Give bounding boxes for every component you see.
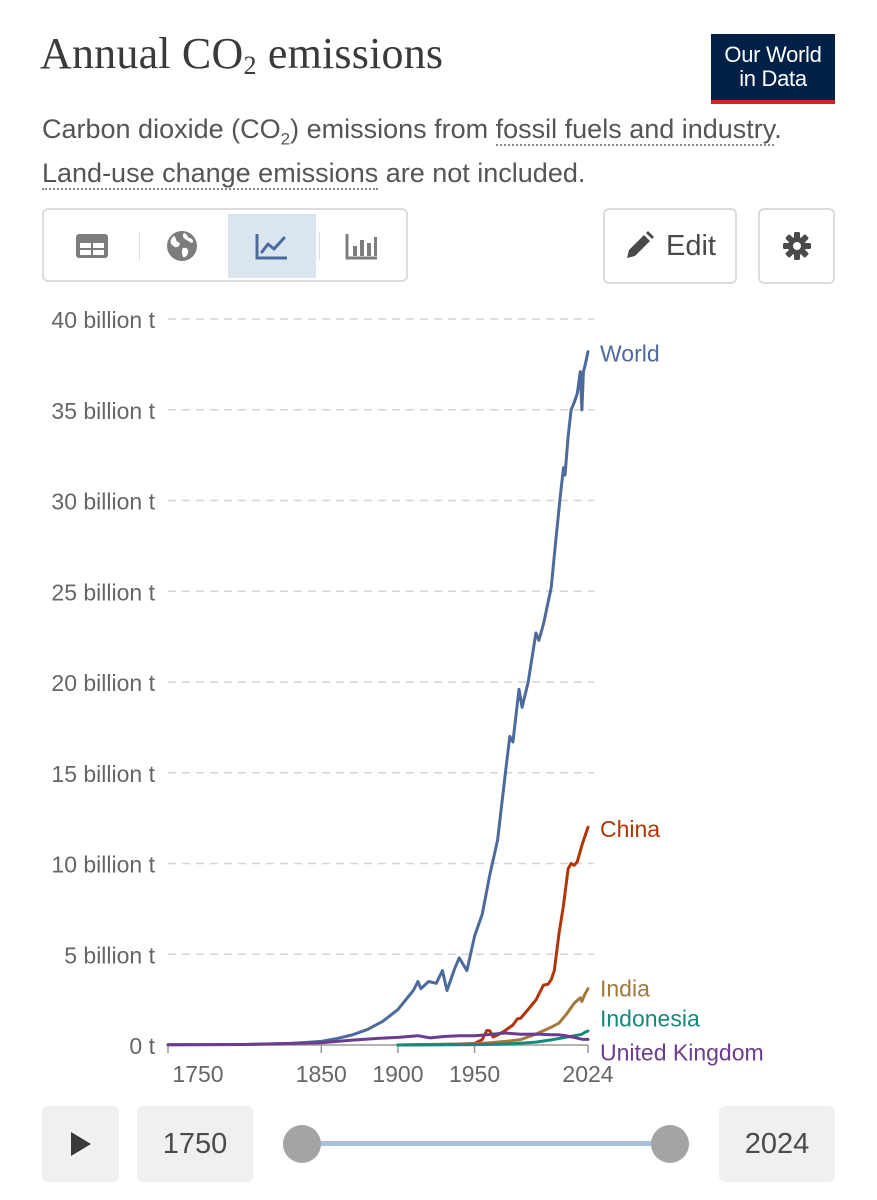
- y-tick-label: 25 billion t: [51, 579, 155, 605]
- series-line-china: [396, 825, 590, 1047]
- y-tick-label: 20 billion t: [51, 670, 155, 696]
- series-label-world: World: [600, 341, 660, 367]
- series-label-china: China: [600, 816, 660, 842]
- y-tick-label: 35 billion t: [51, 398, 155, 424]
- line-chart-icon: [255, 234, 287, 260]
- timeline: 1750 2024: [0, 1106, 877, 1182]
- timeline-track[interactable]: [302, 1141, 670, 1146]
- y-tick-label: 40 billion t: [51, 307, 155, 333]
- y-tick-label: 0 t: [129, 1033, 155, 1059]
- table-view-button[interactable]: [48, 214, 136, 278]
- series-line-united-kingdom: [166, 1031, 590, 1047]
- series-line-world: [166, 350, 590, 1047]
- chart-title: Annual CO2 emissions: [40, 29, 444, 80]
- table-icon: [76, 234, 108, 258]
- edit-label: Edit: [666, 229, 716, 262]
- start-year-handle[interactable]: [283, 1125, 321, 1163]
- edit-button[interactable]: Edit: [603, 208, 737, 284]
- chart-subtitle: Carbon dioxide (CO2) emissions from foss…: [42, 114, 782, 191]
- series-label-india: India: [600, 976, 650, 1002]
- x-tick-label: 2024: [562, 1061, 613, 1087]
- map-view-button[interactable]: [138, 214, 226, 278]
- series-label-united-kingdom: United Kingdom: [600, 1040, 764, 1066]
- y-tick-label: 10 billion t: [51, 852, 155, 878]
- series-label-indonesia: Indonesia: [600, 1006, 700, 1032]
- view-separator: [319, 232, 320, 260]
- line-chart-view-button[interactable]: [228, 214, 316, 278]
- end-year-handle[interactable]: [651, 1125, 689, 1163]
- series-line-india: [396, 987, 590, 1047]
- fossil-fuels-link[interactable]: fossil fuels and industry: [495, 114, 775, 146]
- play-button[interactable]: [42, 1106, 119, 1182]
- x-tick-label: 1750: [172, 1061, 223, 1087]
- owid-logo[interactable]: Our World in Data: [711, 34, 835, 104]
- gear-icon: [782, 232, 811, 260]
- logo-line-1: Our World: [724, 42, 822, 67]
- logo-line-2: in Data: [739, 66, 807, 91]
- bar-chart-view-button[interactable]: [318, 214, 406, 278]
- x-tick-label: 1950: [449, 1061, 500, 1087]
- line-chart: 0 t 5 billion t 10 billion t 15 billion t 20…: [51, 307, 764, 1087]
- y-tick-label: 15 billion t: [51, 761, 155, 787]
- view-separator: [139, 232, 140, 260]
- bar-chart-icon: [345, 234, 377, 260]
- globe-icon: [167, 231, 197, 261]
- y-tick-label: 5 billion t: [64, 942, 155, 968]
- view-switcher: [42, 208, 408, 282]
- y-tick-label: 30 billion t: [51, 489, 155, 515]
- x-tick-label: 1900: [372, 1061, 423, 1087]
- end-year-box[interactable]: 2024: [719, 1106, 835, 1182]
- play-icon: [70, 1132, 91, 1156]
- land-use-link[interactable]: Land-use change emissions: [42, 158, 379, 191]
- x-tick-label: 1850: [296, 1061, 347, 1087]
- series-line-indonesia: [396, 1029, 590, 1047]
- settings-button[interactable]: [758, 208, 835, 284]
- pencil-icon: [627, 231, 654, 258]
- start-year-box[interactable]: 1750: [137, 1106, 253, 1182]
